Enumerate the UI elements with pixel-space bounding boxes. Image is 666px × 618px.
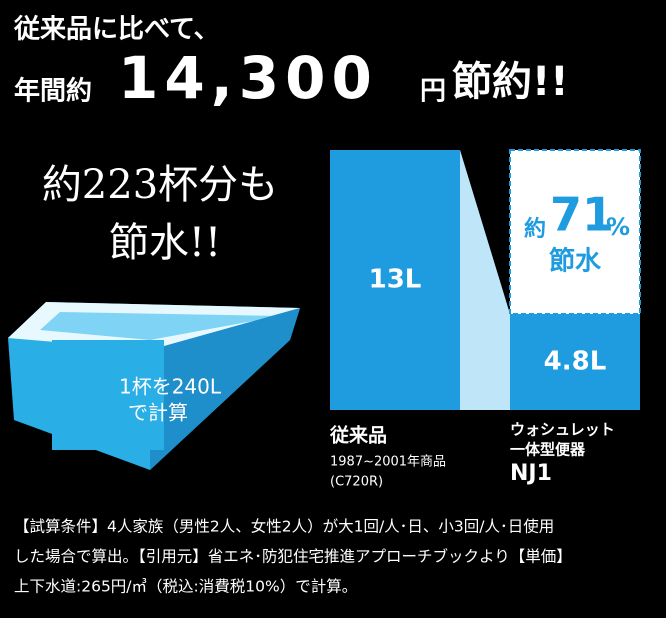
header-line: 従来品に比べて、: [13, 15, 220, 45]
footnote: 【試算条件】4人家族（男性2人、女性2人）が大1回/人･日、小3回/人･日使用: [14, 517, 554, 536]
category-note: 1987~2001年商品: [330, 455, 446, 470]
category-note: (C720R): [330, 475, 383, 490]
category-label: 従来品: [329, 424, 387, 447]
header-unit: 円: [420, 77, 446, 107]
annotation-prefix: 約: [524, 216, 546, 242]
header-amount: 14,300: [118, 44, 378, 112]
footnote: 上下水道:265円/㎥（税込:消費税10%）で計算。: [14, 577, 357, 596]
left-line: 節水!!: [109, 220, 221, 266]
left-line: 約223杯分も: [42, 162, 278, 208]
header-prefix: 年間約: [14, 76, 92, 107]
annotation-value: 71: [550, 188, 614, 242]
category-note: 一体型便器: [510, 441, 586, 459]
connector: [460, 150, 510, 410]
bathtub-label: 1杯を240L: [119, 375, 222, 399]
header-suffix: 節約!!: [452, 59, 568, 105]
footnote: した場合で算出。【引用元】省エネ･防犯住宅推進アプローチブックより【単価】: [14, 547, 572, 566]
value-label: 4.8L: [544, 347, 607, 377]
annotation-label: 節水: [549, 246, 602, 277]
bathtub-label: で計算: [128, 401, 188, 425]
bar: [330, 150, 460, 410]
bar: [510, 314, 640, 410]
bathtub: [8, 302, 300, 470]
category-label: NJ1: [510, 461, 552, 486]
saving-box: [509, 149, 641, 315]
annotation-unit: %: [606, 213, 630, 241]
value-label: 13L: [369, 265, 422, 295]
category-note: ウォシュレット: [510, 421, 615, 439]
